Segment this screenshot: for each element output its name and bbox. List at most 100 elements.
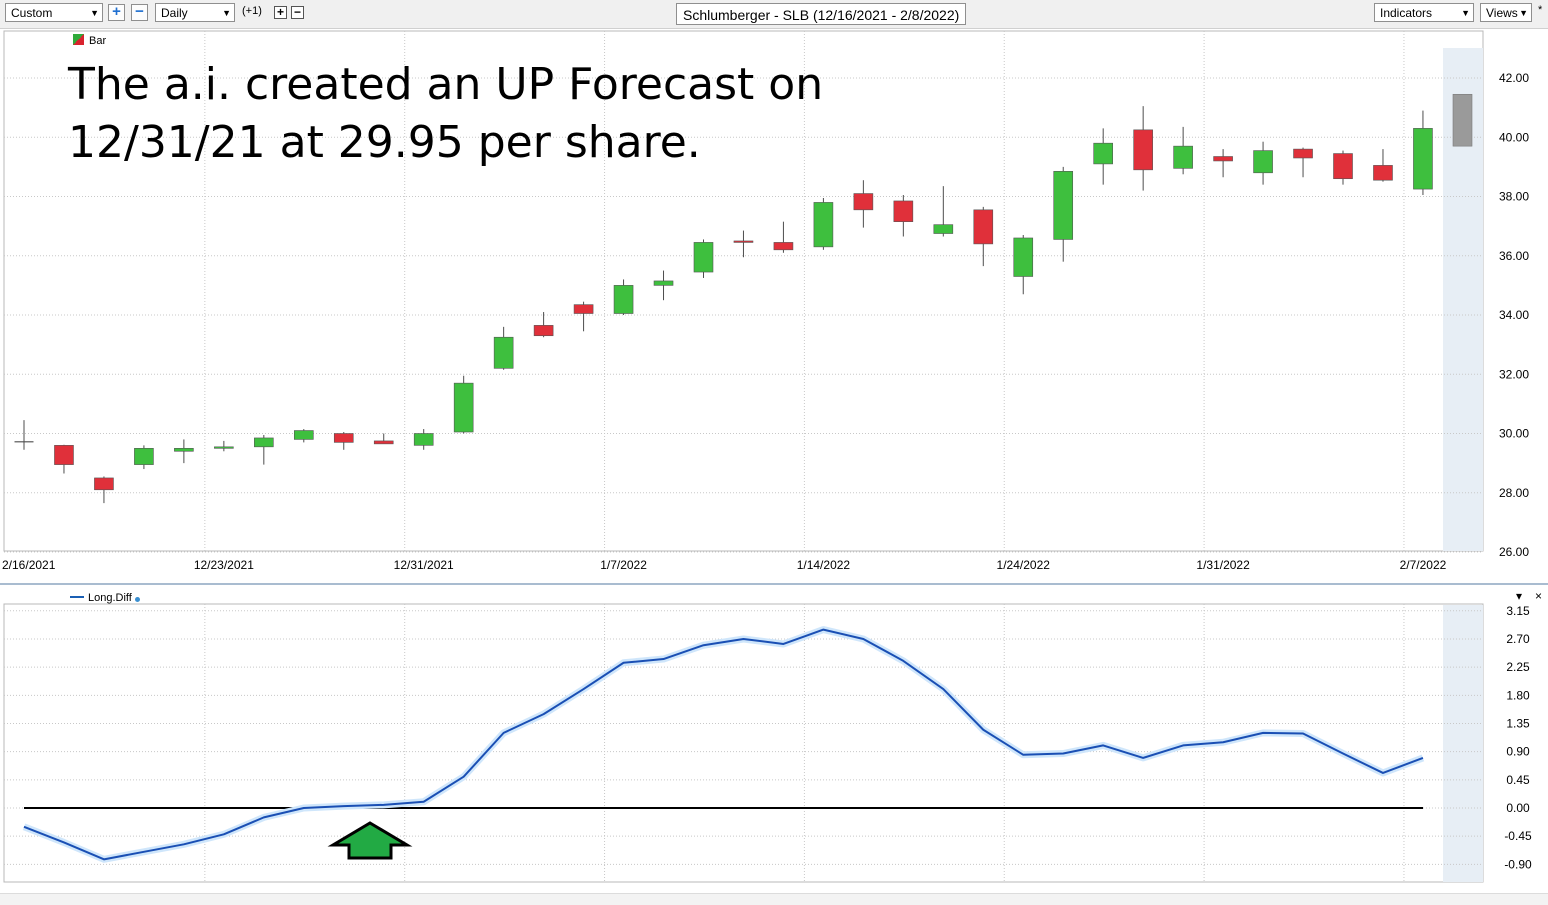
indicator-y-tick-label: 1.35 [1506,716,1530,730]
price-legend-label: Bar [89,35,107,47]
panel-menu-icon[interactable]: ▾ [1516,589,1523,603]
candle-up [693,242,714,273]
candle-up [1413,128,1433,190]
chart-toolbar: Custom ▼ + − Daily ▼ (+1) + − Schlumberg… [0,0,1548,29]
indicator-y-tick-label: 3.15 [1506,604,1530,618]
indicator-y-tick-label: 0.45 [1506,773,1530,787]
price-y-tick-label: 36.00 [1499,249,1529,263]
chevron-down-icon: ▼ [1519,8,1528,18]
up-forecast-arrow-icon [327,821,413,860]
x-tick-label: 1/24/2022 [997,558,1051,572]
bar-series-icon [73,34,84,45]
candle-up [413,433,434,446]
chevron-down-icon: ▼ [222,8,231,18]
interval-select[interactable]: Daily ▼ [155,3,235,22]
candle-up [1053,171,1074,240]
x-tick-label: 1/31/2022 [1196,558,1250,572]
indicator-legend[interactable]: Long.Diff [70,592,140,604]
range-select[interactable]: Custom ▼ [5,3,103,22]
candle-down [773,242,794,251]
settings-dot-icon[interactable] [134,597,140,602]
indicator-y-tick-label: 0.00 [1506,801,1530,815]
price-legend[interactable]: Bar [73,34,106,47]
candlestick-series [14,93,1473,504]
indicator-legend-label: Long.Diff [88,592,132,604]
indicators-select-label: Indicators [1380,6,1433,20]
candle-down [1293,148,1313,159]
candle-down [853,193,874,211]
x-tick-label: 1/14/2022 [797,558,851,572]
indicators-select[interactable]: Indicators ▼ [1374,3,1474,22]
views-select-label: Views [1486,6,1518,20]
candle-up [493,336,514,369]
candle-down [1333,153,1353,180]
candle-up [453,382,474,433]
candle-down [533,325,554,337]
candle-up [174,448,194,452]
offset-decrease-button[interactable]: − [291,6,304,19]
candle-down [94,477,114,491]
price-panel-frame [3,30,1484,552]
indicator-y-tick-label: -0.90 [1504,857,1532,871]
candle-down [373,440,394,445]
line-series-icon [70,596,84,598]
asterisk-mark: * [1538,4,1543,16]
candle-up [1253,150,1273,174]
chart-title: Schlumberger - SLB (12/16/2021 - 2/8/202… [676,3,967,25]
x-tick-label: 12/23/2021 [194,558,254,572]
indicator-y-axis: 3.15 2.70 2.25 1.80 1.35 0.90 0.45 0.00 -0.45 -0.… [1504,604,1532,872]
long-diff-series [22,626,1425,863]
candle-down [1213,156,1233,162]
offset-increase-button[interactable]: + [274,6,287,19]
candle-down [1133,129,1153,171]
candle-up [1173,145,1193,169]
candle-up [214,446,234,449]
x-tick-label: 2/7/2022 [1400,558,1447,572]
indicator-y-tick-label: 2.25 [1506,660,1530,674]
price-y-tick-label: 30.00 [1499,427,1529,441]
price-y-tick-label: 28.00 [1499,486,1529,500]
candle-down [733,240,754,243]
indicator-forecast-zone [1443,605,1483,882]
candle-up [613,285,634,314]
indicator-y-tick-label: 1.80 [1506,688,1530,702]
zoom-out-button[interactable]: − [131,4,148,21]
candle-up [134,448,154,465]
price-y-tick-label: 40.00 [1499,130,1529,144]
candle-down [1373,165,1393,181]
candle-up [1093,142,1113,165]
indicator-y-tick-label: 0.90 [1506,745,1530,759]
price-y-tick-label: 34.00 [1499,308,1529,322]
interval-select-label: Daily [161,6,188,20]
close-panel-icon[interactable]: × [1535,589,1543,603]
grid-lines [4,31,1483,882]
forecast-annotation: The a.i. created an UP Forecast on 12/31… [68,59,824,168]
price-y-axis: 42.00 40.00 38.00 36.00 34.00 32.00 30.00 28.00… [1499,71,1529,559]
indicator-panel-frame [3,603,1484,883]
candle-up [1013,237,1034,277]
offset-label: (+1) [242,5,262,17]
indicator-y-tick-label: -0.45 [1504,829,1532,843]
range-select-label: Custom [11,6,53,20]
candle-up [813,202,834,248]
price-y-tick-label: 38.00 [1499,190,1529,204]
indicator-y-tick-label: 2.70 [1506,632,1530,646]
chevron-down-icon: ▼ [90,8,99,18]
candle-down [893,200,914,222]
x-tick-label: 12/31/2021 [394,558,454,572]
price-y-tick-label: 26.00 [1499,545,1529,559]
x-tick-label: 1/7/2022 [600,558,647,572]
views-select[interactable]: Views ▼ [1480,3,1532,22]
candle-up [933,224,954,234]
candle-down [54,445,74,465]
candle-down [333,433,354,443]
x-tick-label: 2/16/2021 [2,558,56,572]
zoom-in-button[interactable]: + [108,4,125,21]
price-y-tick-label: 32.00 [1499,367,1529,381]
forecast-box [1452,93,1473,147]
long-diff-line [23,628,1424,861]
candle-up [254,437,274,448]
horizontal-scrollbar[interactable] [0,893,1548,905]
candle-up [653,280,674,286]
